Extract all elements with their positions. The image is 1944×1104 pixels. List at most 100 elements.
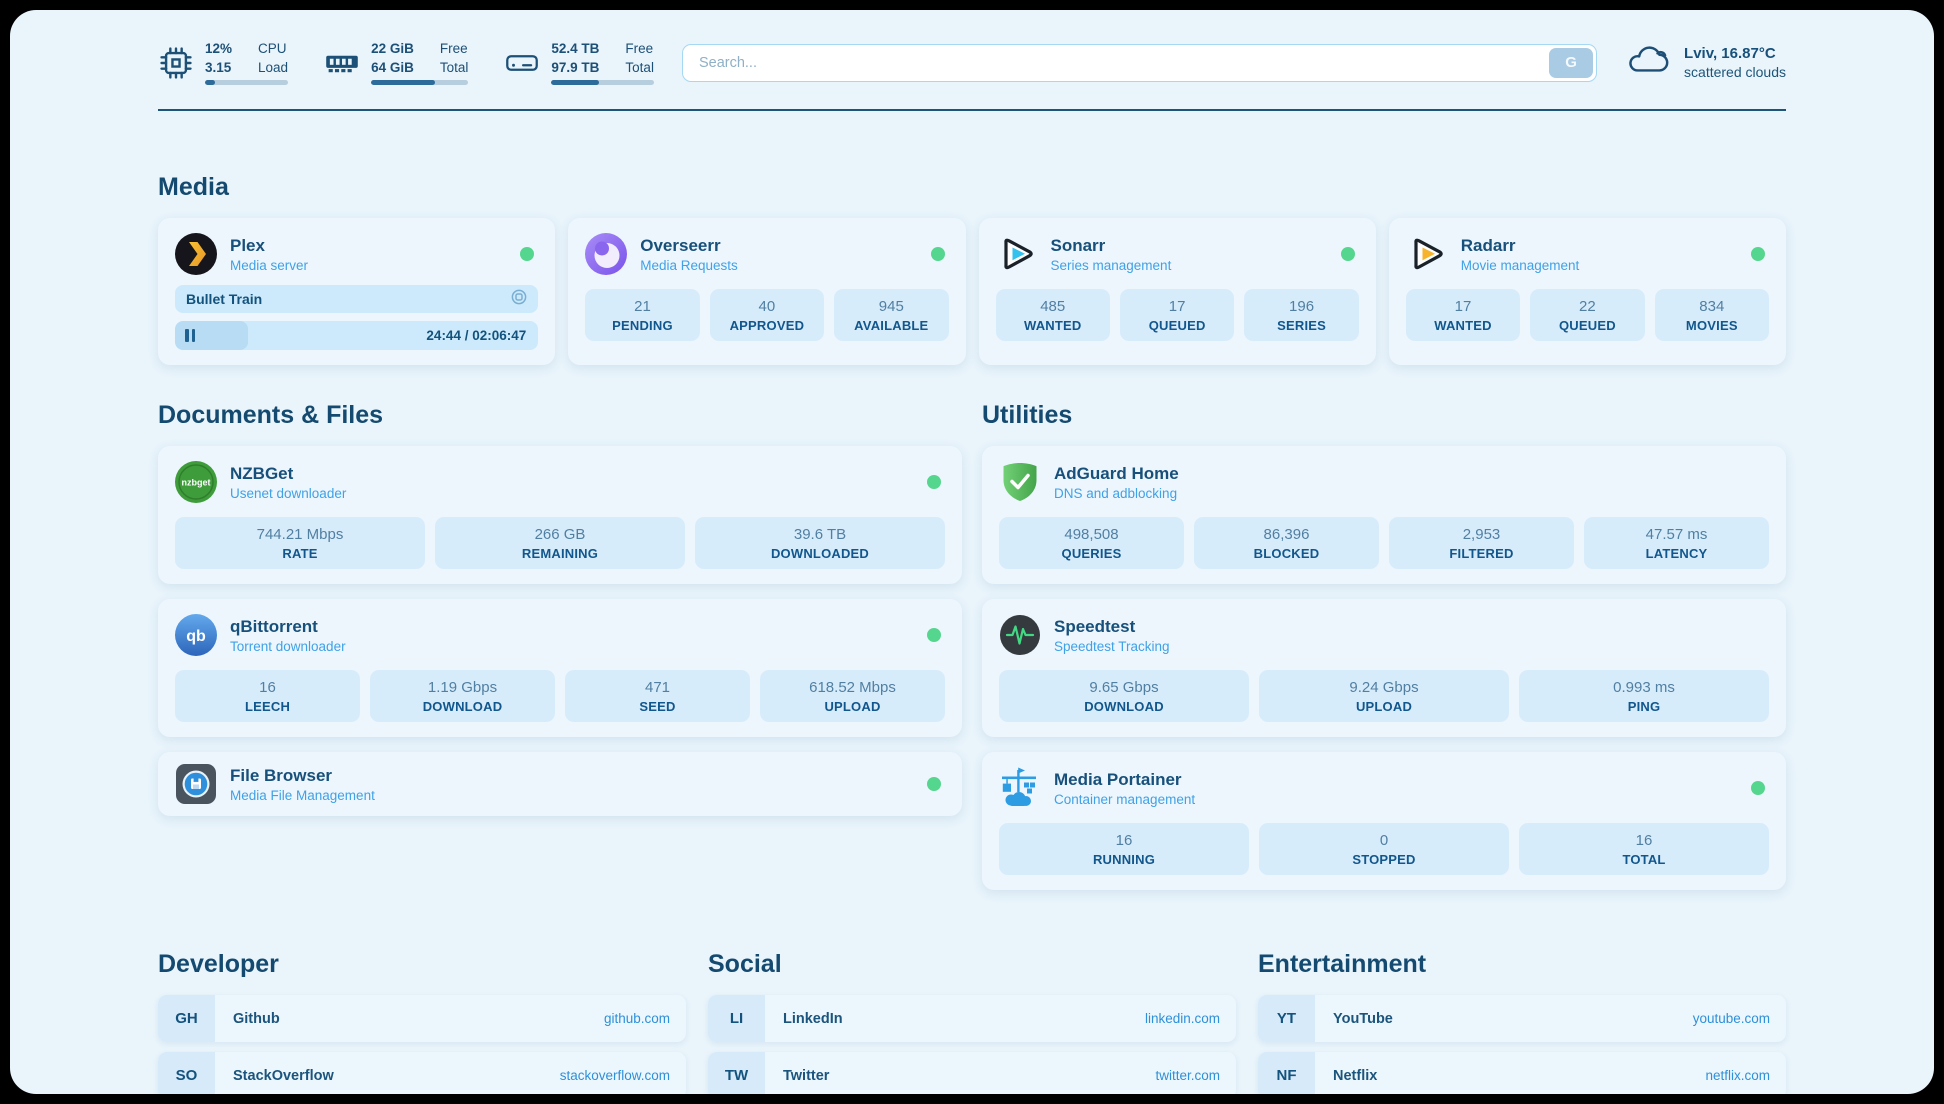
bookmark-github[interactable]: GH Github github.com: [158, 995, 686, 1043]
app-card-overseerr[interactable]: Overseerr Media Requests 21 PENDING 40 A…: [568, 218, 966, 366]
bookmark-name: YouTube: [1333, 1010, 1393, 1027]
bookmark-stackoverflow[interactable]: SO StackOverflow stackoverflow.com: [158, 1052, 686, 1094]
app-card-sonarr[interactable]: Sonarr Series management 485 WANTED 17 Q…: [978, 218, 1376, 366]
ram-progress-bar: [371, 80, 469, 86]
cpu-progress-fill: [205, 80, 215, 86]
status-dot: [1340, 247, 1355, 262]
bookmark-url: youtube.com: [1692, 1011, 1770, 1027]
ram-total-value: 64 GiB: [371, 59, 414, 75]
disk-icon: [504, 45, 540, 81]
weather-location-temp: Lviv, 16.87°C: [1684, 45, 1776, 63]
bookmark-url: stackoverflow.com: [559, 1068, 670, 1084]
app-subtitle: DNS and adblocking: [1054, 485, 1178, 501]
app-subtitle: Usenet downloader: [230, 485, 347, 501]
system-stats: 12% 3.15 CPU Load: [158, 40, 654, 86]
app-card-plex[interactable]: Plex Media server Bullet Train 24:4: [158, 218, 556, 366]
cpu-label: CPU: [258, 41, 287, 56]
documents-column: Documents & Files nzbget NZBGe: [158, 401, 962, 817]
bookmark-group-entertainment: Entertainment YT YouTube youtube.com NF …: [1258, 950, 1786, 1094]
media-grid: Plex Media server Bullet Train 24:4: [158, 218, 1786, 366]
status-dot: [930, 247, 945, 262]
app-card-radarr[interactable]: Radarr Movie management 17 WANTED 22 QUE…: [1388, 218, 1786, 366]
bookmark-name: LinkedIn: [783, 1010, 843, 1027]
sonarr-icon: [996, 233, 1038, 275]
app-subtitle: Movie management: [1460, 257, 1580, 273]
status-dot: [1751, 781, 1765, 796]
stat-box: 744.21 Mbps RATE: [175, 517, 425, 570]
app-card-filebrowser[interactable]: File Browser Media File Management: [158, 752, 962, 817]
bookmarks-grid: Developer GH Github github.com SO StackO…: [158, 950, 1786, 1094]
app-card-qbittorrent[interactable]: qb qBittorrent Torrent downloader 16 LEE…: [158, 599, 962, 738]
ram-total-label: Total: [439, 59, 469, 75]
app-name: qBittorrent: [230, 616, 318, 636]
qbittorrent-icon: qb: [175, 614, 217, 657]
section-title-developer: Developer: [158, 950, 279, 979]
bookmark-netflix[interactable]: NF Netflix netflix.com: [1258, 1052, 1786, 1094]
search-bar: G: [681, 43, 1598, 82]
app-name: Plex: [230, 235, 265, 255]
middle-columns: Documents & Files nzbget NZBGe: [158, 401, 1786, 891]
disk-stat: 52.4 TB 97.9 TB Free Total: [504, 40, 654, 86]
status-dot: [520, 247, 535, 262]
disk-progress-fill: [551, 80, 599, 86]
app-name: Overseerr: [640, 235, 721, 255]
bookmark-group-social: Social LI LinkedIn linkedin.com TW Twitt…: [708, 950, 1236, 1094]
stat-box: 266 GB REMAINING: [435, 517, 685, 570]
cpu-load-label: Load: [258, 59, 289, 75]
weather-condition: scattered clouds: [1684, 64, 1786, 81]
filebrowser-icon: [175, 763, 217, 805]
nzbget-icon: nzbget: [175, 461, 217, 504]
status-dot: [927, 777, 941, 792]
stat-box: 2,953 FILTERED: [1389, 517, 1574, 570]
stat-box: 0 STOPPED: [1259, 823, 1509, 876]
ram-icon: [324, 45, 360, 81]
cloud-icon: [1625, 42, 1671, 83]
cpu-progress-bar: [205, 80, 289, 86]
bookmark-url: netflix.com: [1705, 1068, 1770, 1084]
svg-text:qb: qb: [186, 628, 206, 645]
playback-progress-bar: 24:44 / 02:06:47: [175, 321, 539, 351]
bookmark-twitter[interactable]: TW Twitter twitter.com: [708, 1052, 1236, 1094]
app-card-nzbget[interactable]: nzbget NZBGet Usenet downloader 744.21 M…: [158, 446, 962, 585]
stat-box: 945 AVAILABLE: [834, 289, 949, 342]
app-name: AdGuard Home: [1054, 463, 1179, 483]
status-dot: [1751, 247, 1765, 262]
app-name: Speedtest: [1054, 616, 1136, 636]
playback-progress-fill: [175, 321, 248, 351]
stat-box: 9.65 Gbps DOWNLOAD: [999, 670, 1249, 723]
bookmark-abbr: LI: [708, 995, 765, 1043]
search-input[interactable]: [681, 43, 1598, 82]
app-subtitle: Torrent downloader: [230, 638, 346, 654]
bookmark-name: Netflix: [1333, 1067, 1378, 1084]
app-card-portainer[interactable]: Media Portainer Container management 16 …: [982, 752, 1786, 891]
stat-box: 498,508 QUERIES: [999, 517, 1184, 570]
stat-box: 86,396 BLOCKED: [1194, 517, 1379, 570]
section-title-entertainment: Entertainment: [1258, 950, 1427, 979]
svg-text:nzbget: nzbget: [182, 478, 211, 488]
bookmark-name: Twitter: [783, 1067, 830, 1084]
app-subtitle: Series management: [1050, 257, 1172, 273]
dashboard-page: 12% 3.15 CPU Load: [10, 10, 1934, 1094]
section-title-social: Social: [708, 950, 782, 979]
weather-widget: Lviv, 16.87°C scattered clouds: [1625, 42, 1786, 83]
bookmark-linkedin[interactable]: LI LinkedIn linkedin.com: [708, 995, 1236, 1043]
app-name: File Browser: [230, 765, 333, 785]
playback-time: 24:44 / 02:06:47: [426, 328, 527, 344]
search-provider-button[interactable]: G: [1549, 47, 1594, 78]
bookmark-youtube[interactable]: YT YouTube youtube.com: [1258, 995, 1786, 1043]
app-card-speedtest[interactable]: Speedtest Speedtest Tracking 9.65 Gbps D…: [982, 599, 1786, 738]
disk-free-label: Free: [625, 41, 654, 56]
app-subtitle: Container management: [1054, 791, 1196, 807]
stat-box: 9.24 Gbps UPLOAD: [1259, 670, 1509, 723]
section-title-utilities: Utilities: [982, 401, 1073, 430]
app-card-adguard[interactable]: AdGuard Home DNS and adblocking 498,508 …: [982, 446, 1786, 585]
stat-box: 471 SEED: [565, 670, 750, 723]
now-playing-title: Bullet Train: [186, 291, 263, 308]
app-subtitle: Speedtest Tracking: [1054, 638, 1170, 654]
bookmark-abbr: NF: [1258, 1052, 1315, 1094]
bookmark-url: github.com: [603, 1011, 670, 1027]
dashboard-content: 12% 3.15 CPU Load: [158, 10, 1786, 1094]
stat-box: 834 MOVIES: [1654, 289, 1770, 342]
cpu-stat: 12% 3.15 CPU Load: [158, 40, 289, 86]
cpu-icon: [158, 45, 194, 81]
